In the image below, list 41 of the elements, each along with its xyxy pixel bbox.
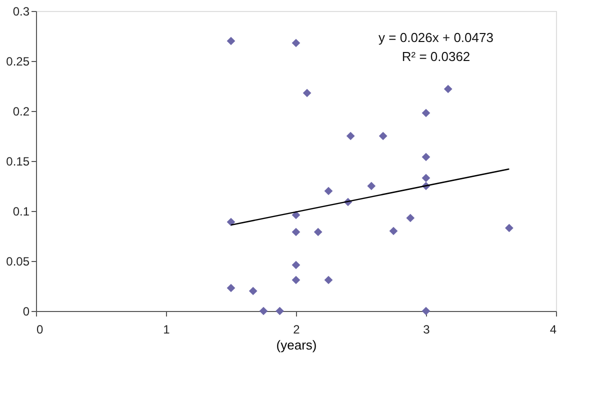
point <box>259 306 268 316</box>
annotation: y = 0.026x + 0.0473 <box>378 30 494 45</box>
annotation: R² = 0.0362 <box>402 49 470 64</box>
point <box>406 214 415 222</box>
y-tick-label: 0.1 <box>12 204 30 218</box>
point <box>505 224 514 232</box>
point <box>422 108 430 118</box>
point <box>367 182 376 190</box>
point <box>248 286 258 296</box>
point <box>302 88 312 98</box>
y-tick-label: 0.05 <box>6 254 30 268</box>
point <box>226 218 236 226</box>
x-tick-label: 1 <box>163 322 170 336</box>
point <box>378 132 388 140</box>
point <box>292 210 300 220</box>
point <box>226 36 236 46</box>
point <box>292 260 300 270</box>
point <box>389 226 398 236</box>
point <box>276 306 284 316</box>
point <box>346 132 355 140</box>
point <box>292 276 300 284</box>
x-tick-label: 3 <box>423 322 430 336</box>
point <box>292 228 300 236</box>
point <box>422 306 430 316</box>
y-tick-label: 0.15 <box>6 154 30 168</box>
x-tick-label: 4 <box>550 322 557 336</box>
point <box>422 152 430 162</box>
point <box>226 284 236 292</box>
y-tick-label: 0.2 <box>12 104 30 118</box>
point <box>324 276 333 284</box>
point <box>314 228 322 236</box>
x-axis-title: (years) <box>276 338 317 352</box>
y-tick-label: 0 <box>22 304 30 318</box>
point <box>422 174 430 182</box>
point <box>324 186 333 196</box>
y-tick-label: 0.25 <box>6 54 30 68</box>
x-tick-label: 2 <box>293 322 300 336</box>
y-tick-label: 0.3 <box>12 4 30 18</box>
point <box>292 38 300 48</box>
x-tick-label: 0 <box>36 322 44 336</box>
point <box>444 84 452 94</box>
